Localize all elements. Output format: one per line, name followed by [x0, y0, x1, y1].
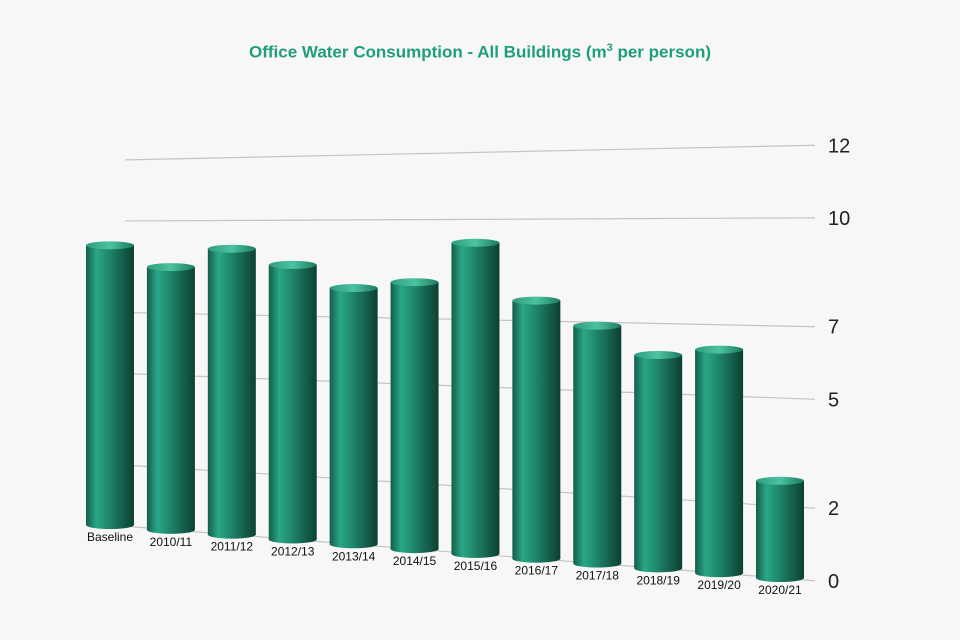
- x-axis-ticks: Baseline 2010/11 2011/12 2012/13 2013/14 2014…: [87, 530, 802, 597]
- bar: [207, 244, 256, 539]
- x-tick-label: 2012/13: [271, 544, 315, 558]
- chart-title: Office Water Consumption - All Buildings…: [249, 42, 711, 62]
- x-tick-label: 2010/11: [150, 535, 193, 549]
- x-tick-label: 2015/16: [454, 559, 498, 573]
- x-tick-label: 2011/12: [211, 540, 254, 554]
- y-tick-label: 10: [828, 208, 850, 230]
- bar: [86, 241, 134, 529]
- bar: [512, 296, 561, 563]
- bar: [756, 476, 804, 582]
- bar: [634, 350, 683, 573]
- y-tick-label: 2: [828, 498, 839, 520]
- x-tick-label: 2017/18: [576, 569, 620, 583]
- grid-line: [124, 217, 816, 222]
- y-tick-label: 5: [828, 389, 839, 411]
- y-tick-label: 0: [828, 571, 839, 593]
- bar: [146, 263, 195, 534]
- x-tick-label: 2016/17: [515, 564, 559, 578]
- bar: [390, 278, 439, 554]
- bar: [451, 238, 500, 558]
- bar: [695, 345, 744, 578]
- x-tick-label: 2020/21: [758, 583, 802, 597]
- x-tick-label: 2018/19: [636, 573, 680, 587]
- x-tick-label: 2013/14: [332, 549, 376, 563]
- bars: [86, 238, 804, 582]
- bar: [573, 321, 622, 568]
- x-tick-label: Baseline: [87, 530, 133, 544]
- x-tick-label: 2014/15: [393, 554, 437, 568]
- bar: [268, 260, 317, 544]
- y-tick-label: 12: [828, 135, 850, 157]
- y-tick-label: 7: [828, 317, 839, 339]
- grid-line: [124, 144, 816, 161]
- bar: [329, 284, 378, 549]
- x-tick-label: 2019/20: [697, 578, 741, 592]
- y-axis-ticks: 0 2 5 7 10 12: [828, 135, 850, 593]
